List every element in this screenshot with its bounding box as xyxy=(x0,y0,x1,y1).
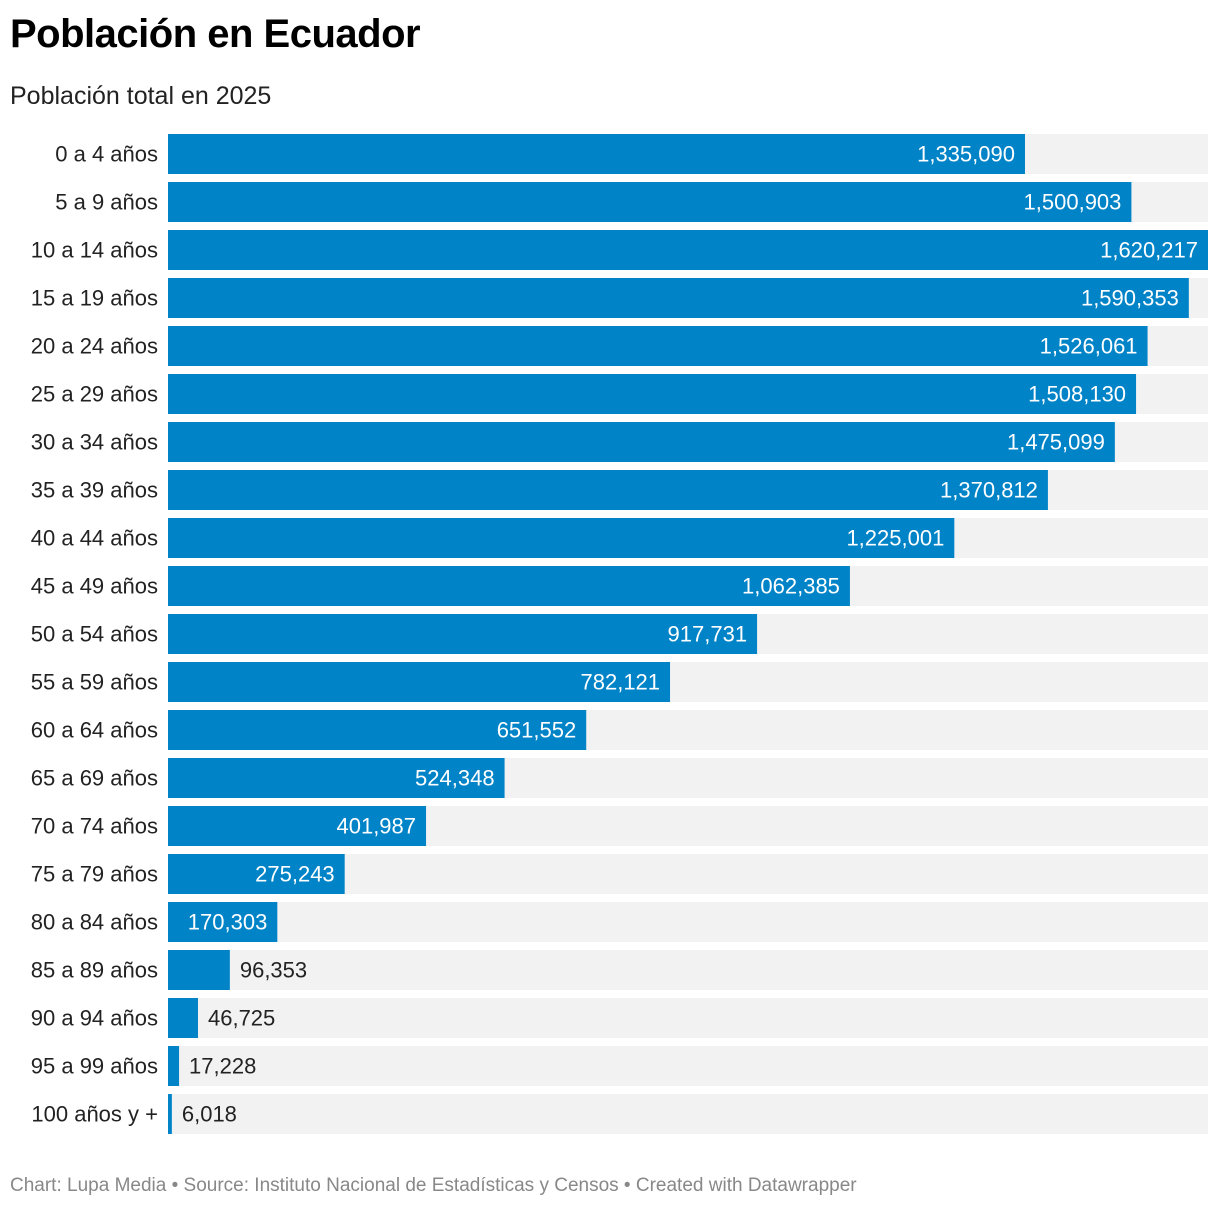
bar xyxy=(168,998,198,1038)
bar xyxy=(168,806,427,846)
category-label: 45 a 49 años xyxy=(31,574,158,599)
data-label: 1,620,217 xyxy=(1100,238,1198,263)
bar xyxy=(168,278,1189,318)
bar-row: 60 a 64 años 651,552 xyxy=(31,710,1208,750)
category-label: 30 a 34 años xyxy=(31,430,158,455)
bar xyxy=(168,1094,172,1134)
bar-track xyxy=(168,998,1208,1038)
category-label: 40 a 44 años xyxy=(31,526,158,551)
bar-row: 85 a 89 años 96,353 xyxy=(31,950,1208,990)
category-label: 60 a 64 años xyxy=(31,718,158,743)
data-label: 17,228 xyxy=(189,1054,256,1079)
category-label: 10 a 14 años xyxy=(31,238,158,263)
bar-row: 30 a 34 años 1,475,099 xyxy=(31,422,1208,462)
footer-source: Source: Instituto Nacional de Estadístic… xyxy=(183,1175,619,1196)
bar-row: 0 a 4 años 1,335,090 xyxy=(55,134,1208,174)
bar-row: 90 a 94 años 46,725 xyxy=(31,998,1208,1038)
data-label: 1,370,812 xyxy=(940,478,1038,503)
data-label: 275,243 xyxy=(255,862,335,887)
data-label: 1,590,353 xyxy=(1081,286,1179,311)
category-label: 50 a 54 años xyxy=(31,622,158,647)
bar xyxy=(168,326,1148,366)
bar-row: 5 a 9 años 1,500,903 xyxy=(55,182,1208,222)
bar xyxy=(168,566,850,606)
bar-row: 15 a 19 años 1,590,353 xyxy=(31,278,1208,318)
category-label: 0 a 4 años xyxy=(55,142,158,167)
category-label: 100 años y + xyxy=(31,1102,158,1127)
category-label: 90 a 94 años xyxy=(31,1006,158,1031)
bar-row: 80 a 84 años 170,303 xyxy=(31,902,1208,942)
bar-row: 40 a 44 años 1,225,001 xyxy=(31,518,1208,558)
bar-track xyxy=(168,1046,1208,1086)
data-label: 1,335,090 xyxy=(917,142,1015,167)
bar-row: 35 a 39 años 1,370,812 xyxy=(31,470,1208,510)
category-label: 20 a 24 años xyxy=(31,334,158,359)
bar-row: 75 a 79 años 275,243 xyxy=(31,854,1208,894)
bar-row: 10 a 14 años 1,620,217 xyxy=(31,230,1208,270)
bar-row: 20 a 24 años 1,526,061 xyxy=(31,326,1208,366)
data-label: 170,303 xyxy=(188,910,268,935)
bar-row: 25 a 29 años 1,508,130 xyxy=(31,374,1208,414)
footer-created-with: Created with Datawrapper xyxy=(635,1175,857,1196)
data-label: 6,018 xyxy=(182,1102,237,1127)
bar xyxy=(168,374,1137,414)
bar xyxy=(168,422,1115,462)
bar-chart: 0 a 4 años 1,335,090 5 a 9 años 1,500,903 10… xyxy=(31,134,1208,1134)
bar xyxy=(168,758,505,798)
data-label: 524,348 xyxy=(415,766,495,791)
data-label: 1,225,001 xyxy=(846,526,944,551)
category-label: 65 a 69 años xyxy=(31,766,158,791)
bar-track xyxy=(168,902,1208,942)
bar xyxy=(168,134,1025,174)
data-label: 1,508,130 xyxy=(1028,382,1126,407)
bar-row: 55 a 59 años 782,121 xyxy=(31,662,1208,702)
data-label: 1,500,903 xyxy=(1024,190,1122,215)
data-label: 1,062,385 xyxy=(742,574,840,599)
bar-row: 100 años y + 6,018 xyxy=(31,1094,1208,1134)
data-label: 46,725 xyxy=(208,1006,275,1031)
data-label: 1,526,061 xyxy=(1040,334,1138,359)
data-label: 917,731 xyxy=(668,622,748,647)
bar xyxy=(168,182,1132,222)
category-label: 95 a 99 años xyxy=(31,1054,158,1079)
bar xyxy=(168,662,671,702)
bar-row: 50 a 54 años 917,731 xyxy=(31,614,1208,654)
data-label: 651,552 xyxy=(497,718,577,743)
bar-row: 65 a 69 años 524,348 xyxy=(31,758,1208,798)
bar-track xyxy=(168,1094,1208,1134)
category-label: 75 a 79 años xyxy=(31,862,158,887)
data-label: 96,353 xyxy=(240,958,307,983)
bar-track xyxy=(168,950,1208,990)
footer-separator: • xyxy=(166,1175,184,1196)
footer-separator: • xyxy=(618,1175,636,1196)
category-label: 25 a 29 años xyxy=(31,382,158,407)
chart-footer: Chart: Lupa Media • Source: Instituto Na… xyxy=(10,1175,857,1197)
category-label: 70 a 74 años xyxy=(31,814,158,839)
category-label: 5 a 9 años xyxy=(55,190,158,215)
data-label: 1,475,099 xyxy=(1007,430,1105,455)
data-label: 782,121 xyxy=(581,670,661,695)
footer-credit: Chart: Lupa Media xyxy=(10,1175,167,1196)
bar xyxy=(168,902,278,942)
bar xyxy=(168,950,230,990)
category-label: 80 a 84 años xyxy=(31,910,158,935)
bar xyxy=(168,1046,180,1086)
category-label: 85 a 89 años xyxy=(31,958,158,983)
chart-subtitle: Población total en 2025 xyxy=(10,82,272,110)
bar-row: 95 a 99 años 17,228 xyxy=(31,1046,1208,1086)
bar xyxy=(168,230,1208,270)
bar xyxy=(168,710,587,750)
chart-title: Población en Ecuador xyxy=(10,12,421,56)
bar xyxy=(168,518,955,558)
bar xyxy=(168,854,345,894)
category-label: 15 a 19 años xyxy=(31,286,158,311)
data-label: 401,987 xyxy=(336,814,416,839)
category-label: 55 a 59 años xyxy=(31,670,158,695)
bar xyxy=(168,470,1048,510)
category-label: 35 a 39 años xyxy=(31,478,158,503)
bar xyxy=(168,614,758,654)
bar-row: 70 a 74 años 401,987 xyxy=(31,806,1208,846)
bar-row: 45 a 49 años 1,062,385 xyxy=(31,566,1208,606)
